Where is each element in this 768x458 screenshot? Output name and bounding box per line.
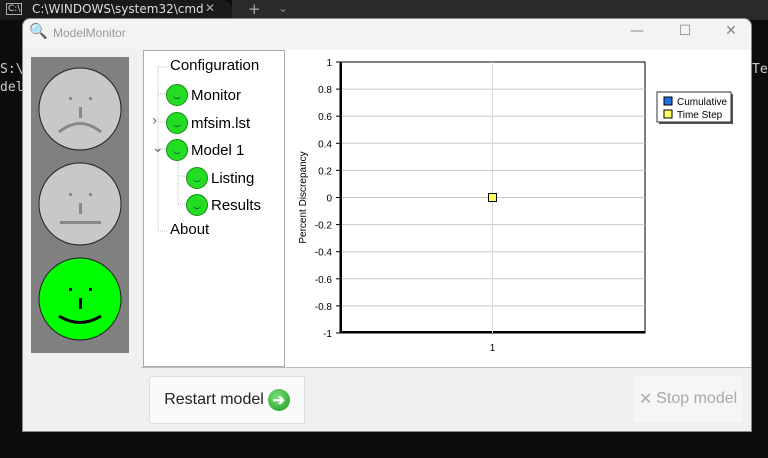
- y-tick-label: 0.6: [318, 112, 332, 123]
- smiley-icon: [186, 167, 208, 189]
- collapse-icon[interactable]: ⌄: [152, 140, 164, 156]
- status-faces: [38, 67, 122, 341]
- smiley-icon: [186, 194, 208, 216]
- status-faces-panel: [31, 57, 129, 353]
- terminal-text: Te: [752, 62, 768, 77]
- tree-item-model-1[interactable]: Model 1: [166, 139, 244, 161]
- dropdown-icon[interactable]: ⌄: [278, 1, 289, 15]
- smiley-icon: [166, 112, 188, 134]
- tree-item-label: Listing: [211, 169, 255, 187]
- x-icon: ✕: [638, 391, 653, 408]
- title-bar: 🔍 ModelMonitor — ☐ ✕: [23, 19, 751, 49]
- tree-item-label: Results: [211, 196, 262, 214]
- terminal-tab-title: C:\WINDOWS\system32\cmd: [32, 2, 204, 16]
- window-title: ModelMonitor: [53, 26, 126, 40]
- tree-item-label: Configuration: [170, 57, 260, 74]
- terminal-tabbar: + ⌄: [232, 0, 768, 20]
- close-icon[interactable]: ✕: [725, 23, 737, 39]
- happy-face-icon: [38, 257, 122, 341]
- minimize-icon[interactable]: —: [630, 23, 644, 39]
- stop-model-button[interactable]: ✕ Stop model: [633, 376, 743, 422]
- neutral-face-icon: [38, 162, 122, 246]
- close-tab-icon[interactable]: ✕: [205, 1, 216, 15]
- y-tick-label: 0.4: [318, 139, 332, 150]
- expand-icon[interactable]: ›: [152, 113, 158, 129]
- new-tab-icon[interactable]: +: [248, 0, 261, 18]
- x-tick-label: 1: [490, 343, 496, 354]
- legend-label: Cumulative: [677, 97, 727, 108]
- y-tick-label: 0: [326, 194, 332, 205]
- tree-item-listing[interactable]: Listing: [186, 167, 254, 189]
- restart-model-button[interactable]: Restart model ➔: [149, 376, 305, 424]
- tree-item-label: Monitor: [191, 86, 242, 104]
- y-tick-label: -0.6: [315, 275, 333, 286]
- legend-label: Time Step: [677, 110, 723, 121]
- smiley-icon: [166, 139, 188, 161]
- sad-face-icon: [38, 67, 122, 151]
- y-tick-label: -1: [323, 329, 332, 340]
- y-tick-label: 1: [326, 58, 332, 69]
- arrow-right-icon: ➔: [267, 389, 290, 411]
- navigation-tree: Configuration Monitor mfsim.lst › Model 1 ⌄ Li…: [143, 50, 285, 367]
- magnifier-icon: 🔍: [29, 22, 48, 40]
- legend-swatch: [663, 109, 673, 119]
- button-bar: Restart model ➔ ✕ Stop model: [141, 367, 751, 431]
- tree-item-label: About: [170, 221, 210, 238]
- y-tick-label: -0.2: [315, 221, 333, 232]
- y-tick-label: -0.4: [315, 248, 333, 259]
- data-point-time-step: [488, 193, 497, 202]
- tree-item-configuration[interactable]: Configuration: [170, 57, 259, 74]
- y-tick-label: -0.8: [315, 302, 333, 313]
- cmd-icon: C:\: [6, 3, 23, 15]
- tree-lines: [157, 66, 188, 232]
- tree-item-monitor[interactable]: Monitor: [166, 84, 241, 106]
- stop-label: Stop model: [656, 390, 738, 407]
- y-tick-label: 0.8: [318, 85, 332, 96]
- tree-item-label: Model 1: [191, 141, 245, 159]
- y-tick-label: 0.2: [318, 166, 332, 177]
- terminal-tab[interactable]: C:\ C:\WINDOWS\system32\cmd ✕: [0, 0, 232, 20]
- legend-swatch: [663, 96, 673, 106]
- tree-item-results[interactable]: Results: [186, 194, 261, 216]
- tree-item-label: mfsim.lst: [191, 114, 251, 132]
- restart-label: Restart model: [164, 391, 264, 408]
- maximize-icon[interactable]: ☐: [678, 23, 692, 39]
- y-axis-label: Percent Discrepancy: [298, 151, 309, 243]
- terminal-text: del: [0, 80, 24, 95]
- tree-item-mfsim-lst[interactable]: mfsim.lst: [166, 112, 250, 134]
- smiley-icon: [166, 84, 188, 106]
- terminal-text: S:\: [0, 62, 24, 77]
- tree-item-about[interactable]: About: [170, 221, 209, 238]
